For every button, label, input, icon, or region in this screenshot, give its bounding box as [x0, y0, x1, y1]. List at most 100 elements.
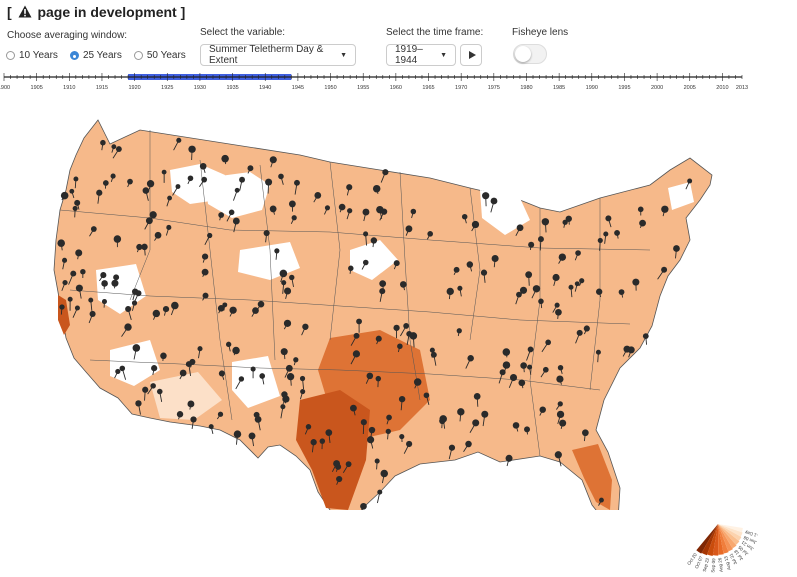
station-pin[interactable]: [160, 352, 167, 360]
station-pin[interactable]: [595, 349, 601, 355]
station-pin[interactable]: [562, 219, 568, 225]
station-pin[interactable]: [377, 489, 383, 495]
station-pin[interactable]: [75, 249, 83, 257]
station-pin[interactable]: [176, 411, 184, 418]
station-pin[interactable]: [111, 279, 119, 287]
station-pin[interactable]: [430, 351, 437, 358]
station-pin[interactable]: [229, 306, 237, 314]
station-pin[interactable]: [453, 266, 460, 273]
station-pin[interactable]: [101, 298, 108, 305]
station-pin[interactable]: [179, 369, 187, 377]
station-pin[interactable]: [403, 323, 410, 329]
station-pin[interactable]: [363, 231, 369, 237]
station-pin[interactable]: [555, 308, 562, 316]
station-pin[interactable]: [60, 191, 69, 200]
station-pin[interactable]: [294, 179, 300, 186]
station-pin[interactable]: [673, 245, 680, 252]
radio-10-years[interactable]: 10 Years: [6, 50, 58, 61]
station-pin[interactable]: [171, 301, 179, 310]
station-pin[interactable]: [62, 279, 68, 286]
station-pin[interactable]: [75, 284, 83, 292]
station-pin[interactable]: [375, 335, 382, 342]
station-pin[interactable]: [541, 218, 550, 226]
station-pin[interactable]: [398, 395, 406, 403]
radio-25-years[interactable]: 25 Years: [69, 50, 122, 61]
station-pin[interactable]: [512, 422, 520, 429]
station-pin[interactable]: [259, 373, 266, 379]
station-pin[interactable]: [232, 346, 240, 355]
station-pin[interactable]: [618, 289, 625, 295]
station-pin[interactable]: [410, 208, 417, 215]
station-pin[interactable]: [115, 368, 121, 375]
station-pin[interactable]: [532, 285, 541, 293]
station-pin[interactable]: [597, 237, 603, 243]
station-pin[interactable]: [356, 318, 362, 325]
station-pin[interactable]: [385, 428, 391, 435]
station-pin[interactable]: [480, 269, 488, 276]
station-pin[interactable]: [234, 187, 240, 193]
station-pin[interactable]: [151, 365, 158, 372]
station-pin[interactable]: [293, 357, 299, 363]
station-pin[interactable]: [397, 343, 403, 350]
station-pin[interactable]: [201, 176, 208, 183]
station-pin[interactable]: [127, 178, 133, 185]
station-pin[interactable]: [446, 287, 454, 296]
station-pin[interactable]: [596, 288, 603, 295]
station-pin[interactable]: [115, 146, 122, 152]
station-pin[interactable]: [582, 429, 589, 437]
station-pin[interactable]: [190, 416, 197, 423]
station-pin[interactable]: [100, 272, 107, 279]
station-pin[interactable]: [405, 225, 413, 233]
station-pin[interactable]: [473, 392, 481, 400]
station-pin[interactable]: [350, 404, 357, 412]
station-pin[interactable]: [525, 271, 533, 279]
station-pin[interactable]: [409, 332, 418, 340]
station-pin[interactable]: [146, 180, 155, 188]
station-pin[interactable]: [72, 205, 78, 211]
station-pin[interactable]: [74, 199, 81, 206]
station-pin[interactable]: [113, 235, 122, 243]
station-pin[interactable]: [481, 410, 489, 418]
play-button[interactable]: [460, 44, 482, 66]
timeframe-select[interactable]: 1919–1944 ▼: [386, 44, 456, 66]
station-pin[interactable]: [201, 268, 209, 276]
station-pin[interactable]: [102, 180, 109, 186]
station-pin[interactable]: [288, 200, 296, 208]
station-pin[interactable]: [457, 285, 463, 291]
station-pin[interactable]: [269, 205, 277, 213]
station-pin[interactable]: [490, 197, 498, 205]
station-pin[interactable]: [228, 209, 235, 216]
station-pin[interactable]: [142, 187, 150, 194]
station-pin[interactable]: [150, 383, 156, 389]
station-pin[interactable]: [347, 208, 353, 214]
station-pin[interactable]: [519, 286, 528, 294]
station-pin[interactable]: [247, 165, 254, 172]
station-pin[interactable]: [176, 137, 182, 143]
station-pin[interactable]: [324, 205, 331, 211]
station-pin[interactable]: [225, 341, 232, 348]
station-pin[interactable]: [471, 220, 480, 229]
station-pin[interactable]: [96, 189, 103, 196]
station-pin[interactable]: [346, 184, 353, 191]
station-pin[interactable]: [284, 287, 292, 295]
station-pin[interactable]: [299, 375, 306, 382]
station-pin[interactable]: [557, 401, 563, 407]
station-pin[interactable]: [362, 208, 370, 216]
station-pin[interactable]: [374, 458, 380, 464]
station-pin[interactable]: [141, 243, 148, 251]
station-pin[interactable]: [574, 281, 580, 287]
station-pin[interactable]: [314, 192, 322, 199]
station-pin[interactable]: [382, 169, 389, 176]
station-pin[interactable]: [73, 176, 79, 182]
station-pin[interactable]: [528, 241, 535, 248]
station-pin[interactable]: [221, 154, 229, 163]
station-pin[interactable]: [100, 139, 106, 146]
station-pin[interactable]: [559, 419, 567, 427]
station-pin[interactable]: [252, 307, 259, 314]
station-pin[interactable]: [362, 259, 369, 266]
station-pin[interactable]: [429, 347, 435, 353]
station-pin[interactable]: [319, 438, 326, 444]
station-pin[interactable]: [110, 173, 116, 179]
station-pin[interactable]: [162, 305, 170, 313]
station-pin[interactable]: [101, 280, 108, 287]
